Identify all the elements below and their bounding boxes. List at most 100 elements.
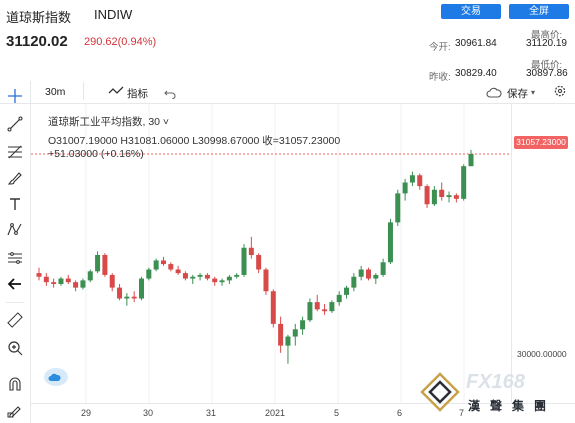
price-change: 290.62(0.94%)	[84, 36, 157, 48]
candle	[109, 273, 115, 292]
legend-title[interactable]: 道琼斯工业平均指数, 30 ˅	[48, 116, 170, 128]
candle-body	[139, 278, 145, 299]
candle-body	[336, 294, 342, 303]
fullscreen-button[interactable]: 全屏	[509, 4, 569, 19]
x-axis-label: 31	[206, 408, 217, 418]
text-icon[interactable]	[5, 194, 25, 214]
candle	[417, 173, 423, 190]
candle-body	[226, 276, 232, 281]
candle-body	[219, 280, 225, 283]
candle-body	[58, 278, 64, 284]
toolbar	[0, 80, 575, 81]
candle	[402, 178, 408, 201]
candle	[424, 184, 430, 208]
candle-body	[307, 302, 313, 321]
undo-icon[interactable]	[164, 86, 176, 100]
candle	[307, 298, 313, 323]
magnet-icon[interactable]	[5, 374, 25, 394]
candle	[336, 291, 342, 306]
legend-change: +51.03000 (+0.16%)	[48, 148, 144, 160]
candle	[248, 236, 254, 259]
candle	[446, 191, 452, 203]
trade-button[interactable]: 交易	[441, 4, 501, 19]
candle	[439, 182, 445, 201]
candle	[80, 278, 86, 290]
time-axis-border	[31, 403, 575, 404]
candle-body	[80, 280, 86, 288]
candle	[212, 276, 218, 286]
trend-line-icon[interactable]	[5, 114, 25, 134]
pattern-icon[interactable]	[5, 220, 25, 240]
x-axis-label: 2021	[265, 408, 286, 418]
instrument-code: INDIW	[94, 7, 133, 22]
candle	[219, 278, 225, 286]
candle	[182, 271, 188, 281]
candle-body	[373, 274, 379, 279]
candle	[226, 274, 232, 284]
candle-body	[190, 276, 196, 279]
crosshair-icon[interactable]	[5, 86, 25, 106]
candle	[365, 267, 371, 281]
candle	[351, 273, 357, 292]
candle-body	[168, 264, 174, 270]
candle-body	[424, 186, 430, 205]
candle-body	[117, 287, 123, 299]
x-axis-label: 29	[81, 408, 92, 418]
candle-body	[65, 278, 71, 283]
watermark-brand: FX168	[466, 371, 525, 393]
chart-logo-icon[interactable]	[44, 368, 68, 386]
candle-body	[153, 260, 159, 270]
candle	[95, 251, 101, 274]
current-price-tag: 31057.23000	[514, 136, 568, 149]
candle-body	[468, 154, 474, 167]
toolbar-bottom-border	[0, 103, 575, 104]
candle	[373, 273, 379, 284]
candle-body	[285, 336, 291, 346]
candle	[102, 253, 108, 277]
candle	[453, 193, 459, 203]
candle	[241, 244, 247, 277]
back-arrow-icon[interactable]	[5, 274, 25, 294]
candle	[278, 316, 284, 353]
candle-body	[175, 269, 181, 274]
tools-divider	[30, 81, 31, 423]
open-label: 今开:	[429, 42, 451, 53]
candle-body	[204, 274, 210, 279]
prev-close-value: 30829.40	[455, 68, 497, 79]
candle	[51, 278, 57, 288]
indicators-button[interactable]: 指标	[127, 88, 148, 100]
candle-body	[329, 302, 335, 312]
chart-pane[interactable]	[31, 104, 511, 404]
candle	[190, 274, 196, 284]
candle-body	[197, 274, 203, 277]
candle	[256, 253, 262, 274]
save-button[interactable]: 保存	[507, 88, 528, 100]
candle	[197, 273, 203, 281]
candle-body	[278, 323, 284, 346]
indicators-icon[interactable]	[108, 84, 124, 98]
brush-icon[interactable]	[5, 168, 25, 188]
candle	[329, 300, 335, 313]
settings-icon[interactable]	[553, 84, 567, 98]
save-dropdown-icon[interactable]: ▾	[531, 88, 536, 97]
x-axis-label: 7	[459, 408, 465, 418]
candle-body	[182, 273, 188, 279]
candle-body	[461, 166, 467, 199]
candle-body	[124, 296, 130, 299]
open-value: 30961.84	[455, 38, 497, 49]
candle	[468, 149, 474, 167]
candle-body	[300, 320, 306, 330]
zoom-in-icon[interactable]	[5, 338, 25, 358]
measure-icon[interactable]	[5, 248, 25, 268]
ruler-icon[interactable]	[5, 310, 25, 330]
fib-icon[interactable]	[5, 142, 25, 162]
candle-body	[256, 255, 262, 270]
cloud-icon[interactable]	[486, 86, 502, 98]
watermark-emblem-icon	[420, 372, 460, 412]
lock-pencil-icon[interactable]	[5, 400, 25, 420]
candle-body	[351, 276, 357, 288]
x-axis-label: 30	[143, 408, 154, 418]
candlestick-chart[interactable]	[31, 104, 511, 404]
interval-selector[interactable]: 30m	[45, 86, 66, 98]
toolbar-divider	[83, 82, 84, 100]
